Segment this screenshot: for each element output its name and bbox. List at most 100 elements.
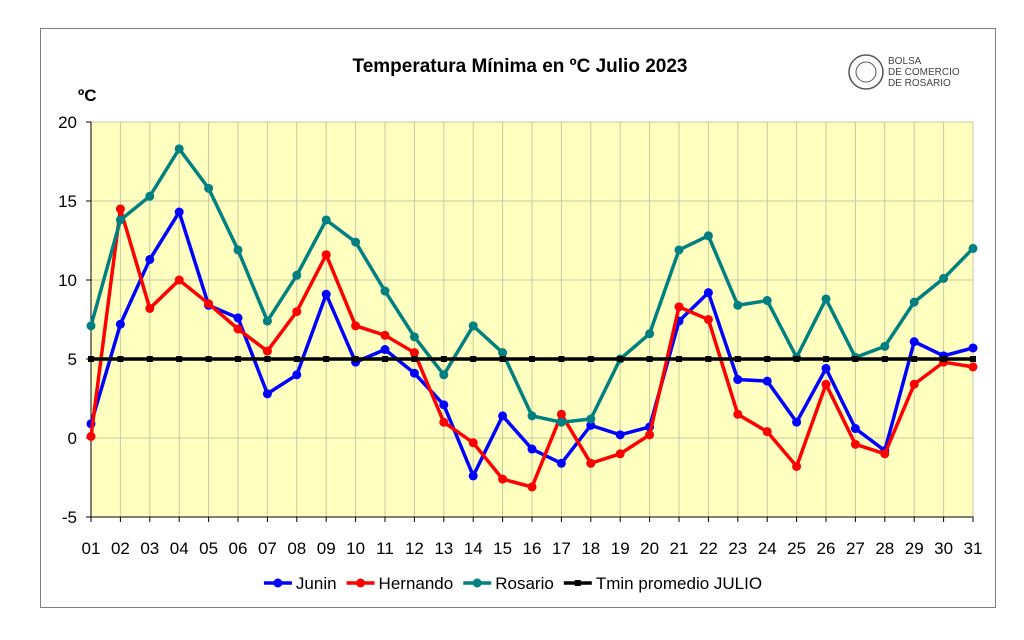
x-tick-label: 16 bbox=[523, 539, 542, 558]
marker bbox=[273, 578, 283, 588]
marker bbox=[380, 286, 390, 296]
marker bbox=[645, 329, 655, 339]
marker bbox=[529, 356, 535, 362]
marker bbox=[574, 580, 581, 586]
x-tick-label: 20 bbox=[640, 539, 659, 558]
marker bbox=[86, 321, 96, 331]
marker bbox=[115, 215, 125, 225]
marker bbox=[468, 438, 478, 448]
series bbox=[86, 144, 978, 427]
marker bbox=[586, 414, 596, 424]
marker bbox=[880, 449, 890, 459]
marker bbox=[850, 439, 860, 449]
marker bbox=[940, 356, 947, 362]
marker bbox=[351, 237, 361, 247]
marker bbox=[556, 417, 566, 427]
marker bbox=[674, 302, 684, 312]
y-axis-label: ºC bbox=[78, 86, 97, 105]
marker bbox=[409, 368, 419, 378]
marker bbox=[527, 482, 537, 492]
marker bbox=[703, 315, 713, 324]
marker bbox=[527, 411, 537, 421]
y-tick-label: 15 bbox=[58, 192, 77, 211]
marker bbox=[323, 356, 330, 362]
marker bbox=[382, 356, 388, 362]
x-tick-label: 02 bbox=[111, 539, 130, 558]
marker bbox=[468, 471, 478, 481]
marker bbox=[380, 345, 390, 355]
legend-item: Rosario bbox=[463, 574, 554, 593]
x-tick-label: 14 bbox=[464, 539, 483, 558]
marker bbox=[703, 231, 713, 241]
marker bbox=[792, 417, 802, 427]
x-tick-label: 08 bbox=[287, 539, 306, 558]
chart-title: Temperatura Mínima en ºC Julio 2023 bbox=[353, 56, 688, 77]
marker bbox=[850, 424, 860, 434]
y-tick-label: -5 bbox=[62, 508, 77, 527]
marker bbox=[117, 356, 124, 362]
marker bbox=[821, 294, 831, 304]
marker bbox=[321, 250, 331, 260]
x-tick-label: 05 bbox=[199, 539, 218, 558]
legend-label: Junin bbox=[296, 574, 337, 593]
marker bbox=[527, 444, 537, 454]
x-tick-label: 03 bbox=[140, 539, 159, 558]
marker bbox=[733, 409, 743, 419]
legend-item: Junin bbox=[263, 574, 337, 593]
marker bbox=[233, 324, 243, 334]
marker bbox=[262, 346, 272, 356]
marker bbox=[176, 356, 183, 362]
x-tick-label: 30 bbox=[934, 539, 953, 558]
marker bbox=[145, 191, 155, 201]
marker bbox=[968, 362, 978, 372]
marker bbox=[556, 458, 566, 468]
marker bbox=[909, 337, 919, 347]
logo-text: BOLSA bbox=[888, 56, 922, 67]
marker bbox=[498, 474, 508, 484]
x-tick-label: 29 bbox=[905, 539, 924, 558]
x-tick-label: 24 bbox=[758, 539, 777, 558]
marker bbox=[411, 356, 418, 362]
legend: Junin Hernando Rosario Tmin promedio JULIO bbox=[263, 574, 762, 593]
marker bbox=[88, 356, 94, 362]
marker bbox=[762, 427, 772, 437]
marker bbox=[764, 356, 771, 362]
x-tick-label: 17 bbox=[552, 539, 571, 558]
marker bbox=[115, 204, 125, 214]
y-tick-label: 20 bbox=[58, 113, 77, 132]
x-tick-label: 04 bbox=[170, 539, 189, 558]
x-tick-label: 25 bbox=[787, 539, 806, 558]
x-tick-label: 06 bbox=[229, 539, 248, 558]
marker bbox=[145, 254, 155, 264]
marker bbox=[705, 356, 712, 362]
x-tick-label: 28 bbox=[875, 539, 894, 558]
marker bbox=[968, 243, 978, 253]
marker bbox=[792, 461, 802, 471]
x-tick-label: 19 bbox=[611, 539, 630, 558]
marker bbox=[356, 578, 366, 588]
marker bbox=[86, 431, 96, 441]
marker bbox=[852, 356, 859, 362]
x-tick-label: 09 bbox=[317, 539, 336, 558]
marker bbox=[174, 207, 184, 217]
marker bbox=[939, 273, 949, 283]
x-tick-label: 13 bbox=[434, 539, 453, 558]
x-tick-label: 22 bbox=[699, 539, 718, 558]
marker bbox=[292, 270, 302, 280]
marker bbox=[968, 343, 978, 353]
x-tick-label: 07 bbox=[258, 539, 277, 558]
marker bbox=[762, 376, 772, 386]
marker bbox=[586, 458, 596, 468]
marker bbox=[645, 430, 655, 440]
marker bbox=[499, 356, 506, 362]
marker bbox=[909, 297, 919, 307]
marker bbox=[409, 348, 419, 358]
marker bbox=[793, 356, 800, 362]
marker bbox=[498, 411, 508, 421]
marker bbox=[233, 313, 243, 323]
marker bbox=[472, 578, 482, 588]
marker bbox=[970, 356, 976, 362]
marker bbox=[321, 289, 331, 299]
logo-emblem bbox=[848, 54, 884, 90]
